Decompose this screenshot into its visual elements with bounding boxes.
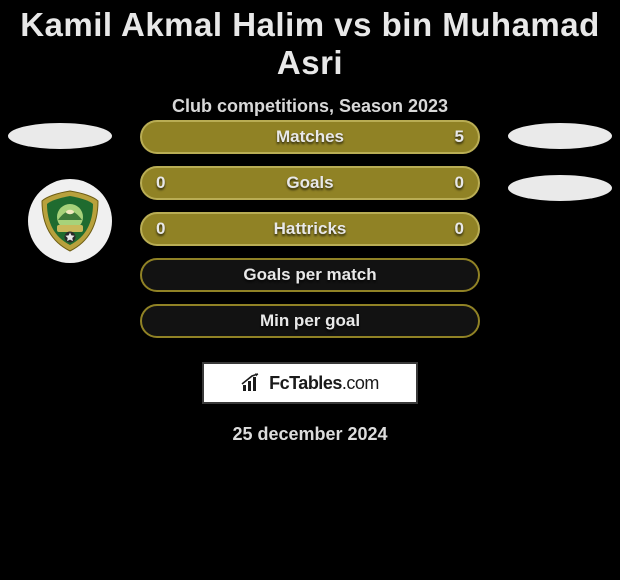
page-title: Kamil Akmal Halim vs bin Muhamad Asri — [0, 0, 620, 82]
shield-icon — [38, 189, 102, 253]
stat-label: Matches — [276, 127, 344, 147]
stat-left-value: 0 — [156, 219, 165, 239]
player2-slot-top — [508, 123, 612, 149]
stat-label: Hattricks — [274, 219, 347, 239]
stat-row: 0 Goals 0 — [140, 166, 480, 200]
stat-row: 0 Hattricks 0 — [140, 212, 480, 246]
club-badge — [28, 179, 112, 263]
page-subtitle: Club competitions, Season 2023 — [0, 96, 620, 117]
stat-right-value: 5 — [455, 127, 464, 147]
player2-slot-bottom — [508, 175, 612, 201]
stat-row: Goals per match — [140, 258, 480, 292]
stat-row: Matches 5 — [140, 120, 480, 154]
stat-row: Min per goal — [140, 304, 480, 338]
brand-badge: FcTables.com — [202, 362, 418, 404]
generated-date: 25 december 2024 — [0, 424, 620, 445]
stat-label: Goals — [286, 173, 333, 193]
stat-left-value: 0 — [156, 173, 165, 193]
stats-table: Matches 5 0 Goals 0 0 Hattricks 0 Goals per matc… — [140, 120, 480, 350]
bar-chart-icon — [241, 373, 263, 393]
stat-right-value: 0 — [455, 219, 464, 239]
brand-text: FcTables.com — [269, 373, 379, 394]
player1-slot-top — [8, 123, 112, 149]
stat-right-value: 0 — [455, 173, 464, 193]
stat-label: Goals per match — [243, 265, 376, 285]
stat-label: Min per goal — [260, 311, 360, 331]
